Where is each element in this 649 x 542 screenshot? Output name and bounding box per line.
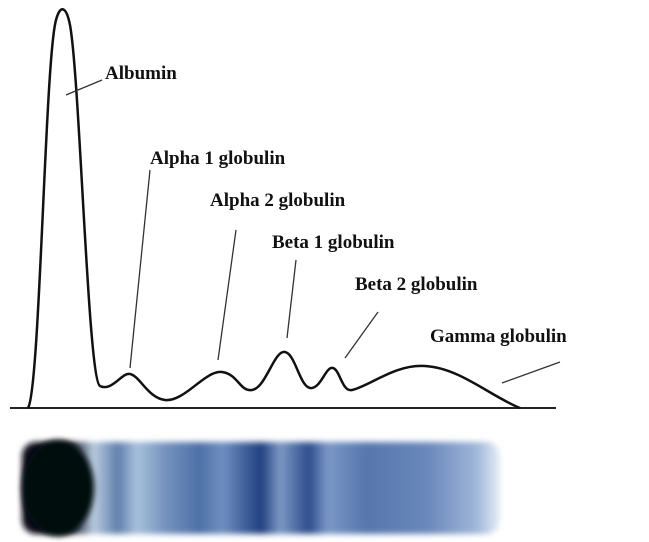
fraction-label: Alpha 1 globulin bbox=[150, 148, 286, 169]
leader-line bbox=[218, 230, 236, 360]
leader-line bbox=[502, 362, 560, 383]
fraction-label: Albumin bbox=[105, 63, 177, 84]
electrophoresis-diagram: Albumin Alpha 1 globulin Alpha 2 globuli… bbox=[0, 0, 649, 542]
leader-line bbox=[345, 312, 378, 358]
fraction-label: Beta 2 globulin bbox=[355, 274, 478, 295]
fraction-label: Beta 1 globulin bbox=[272, 232, 395, 253]
leader-line bbox=[130, 170, 150, 368]
fraction-label: Alpha 2 globulin bbox=[210, 190, 346, 211]
leader-line bbox=[287, 260, 296, 338]
fraction-label: Gamma globulin bbox=[430, 326, 567, 347]
leader-line bbox=[66, 80, 102, 95]
gel-strip bbox=[22, 440, 500, 536]
